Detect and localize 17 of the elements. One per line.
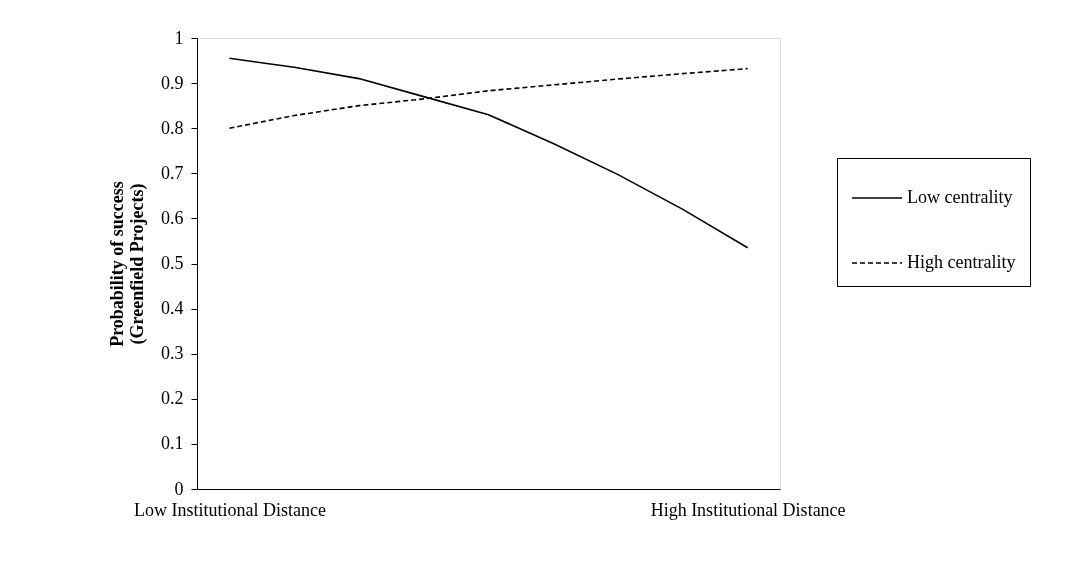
y-tick-label: 0.1	[161, 433, 184, 454]
line-series	[228, 57, 749, 249]
y-tick-label: 0.4	[161, 298, 184, 319]
y-tick-label: 0.5	[161, 253, 184, 273]
y-tick-label: 0.8	[161, 117, 184, 138]
y-tick-label: 0.6	[161, 207, 184, 228]
legend-label: Low centrality	[907, 187, 1013, 207]
y-axis-title: Probability of success (Greenfield Projects)	[107, 181, 148, 347]
y-tick-label: 0.3	[161, 343, 184, 364]
x-tick-label: High Institutional Distance	[650, 499, 846, 520]
y-tick-label: 0.2	[161, 388, 184, 409]
y-tick-label: 0	[174, 478, 184, 499]
legend-label: High centrality	[907, 252, 1016, 272]
y-tick-label: 0.9	[161, 72, 184, 93]
y-tick-label: 0.7	[161, 162, 184, 183]
x-tick-label: Low Institutional Distance	[133, 499, 326, 520]
y-tick-label: 1	[174, 27, 184, 48]
